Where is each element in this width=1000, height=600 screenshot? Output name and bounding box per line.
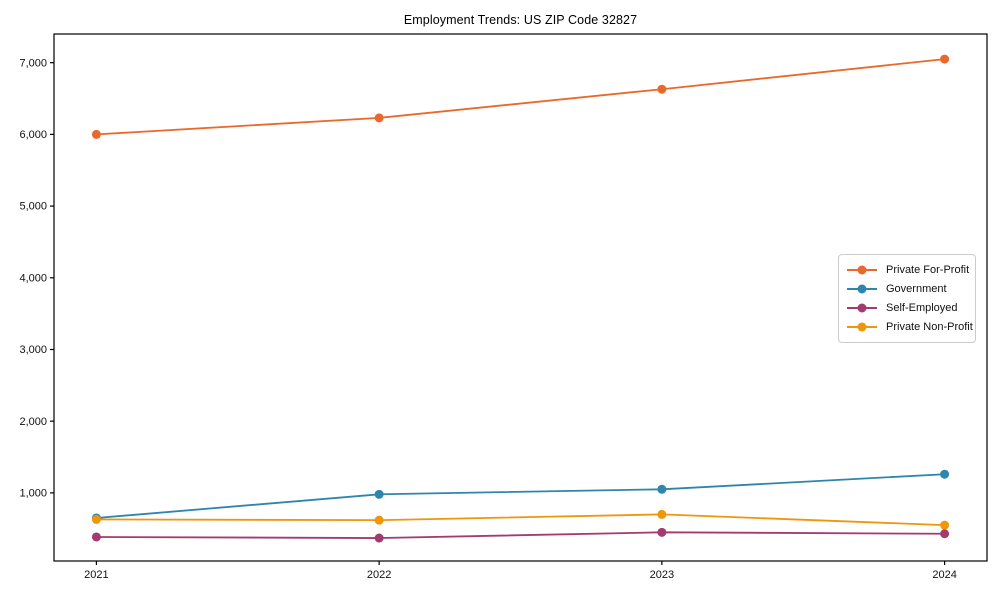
data-point-marker: [657, 84, 667, 94]
data-point-marker: [940, 520, 950, 530]
series-line: [96, 58, 945, 136]
legend-dot-icon: [857, 284, 867, 294]
chart-legend: Private For-Profit Government Self-Employe…: [838, 254, 976, 343]
legend-dot-icon: [857, 265, 867, 275]
y-tick-label: 4,000: [19, 272, 47, 284]
legend-label: Private Non-Profit: [886, 321, 973, 334]
legend-line-marker-icon: [847, 265, 877, 275]
data-point-marker: [374, 113, 384, 123]
legend-item: Private For-Profit: [847, 261, 970, 279]
y-tick-label: 7,000: [19, 57, 47, 69]
data-point-marker: [91, 129, 101, 139]
x-tick-label: 2022: [367, 569, 391, 581]
legend-dot-icon: [857, 303, 867, 313]
y-tick-label: 2,000: [19, 416, 47, 428]
data-point-marker: [657, 509, 667, 519]
legend-line-marker-icon: [847, 322, 877, 332]
legend-item: Government: [847, 280, 967, 298]
data-point-marker: [657, 484, 667, 494]
legend-dot-icon: [857, 322, 867, 332]
legend-label: Self-Employed: [886, 302, 958, 315]
y-tick-label: 1,000: [19, 488, 47, 500]
series-line: [96, 513, 945, 527]
data-point-marker: [91, 532, 101, 542]
data-point-marker: [91, 514, 101, 524]
y-tick-label: 5,000: [19, 201, 47, 213]
legend-label: Government: [886, 282, 947, 295]
series-line: [96, 473, 945, 519]
y-tick-label: 6,000: [19, 129, 47, 141]
x-tick-label: 2021: [84, 569, 108, 581]
data-point-marker: [374, 515, 384, 525]
x-tick-label: 2023: [650, 569, 674, 581]
legend-line-marker-icon: [847, 284, 877, 294]
x-tick-label: 2024: [932, 569, 956, 581]
data-point-marker: [940, 54, 950, 64]
legend-item: Private Non-Profit: [847, 318, 973, 336]
legend-label: Private For-Profit: [886, 263, 970, 276]
data-point-marker: [940, 469, 950, 479]
y-tick-label: 3,000: [19, 344, 47, 356]
chart-title: Employment Trends: US ZIP Code 32827: [403, 13, 638, 27]
plot-border: [53, 33, 988, 562]
data-point-marker: [657, 527, 667, 537]
data-point-marker: [374, 533, 384, 543]
legend-line-marker-icon: [847, 303, 877, 313]
series-line: [96, 531, 945, 539]
legend-item: Self-Employed: [847, 299, 967, 317]
data-point-marker: [374, 489, 384, 499]
data-point-marker: [940, 529, 950, 539]
